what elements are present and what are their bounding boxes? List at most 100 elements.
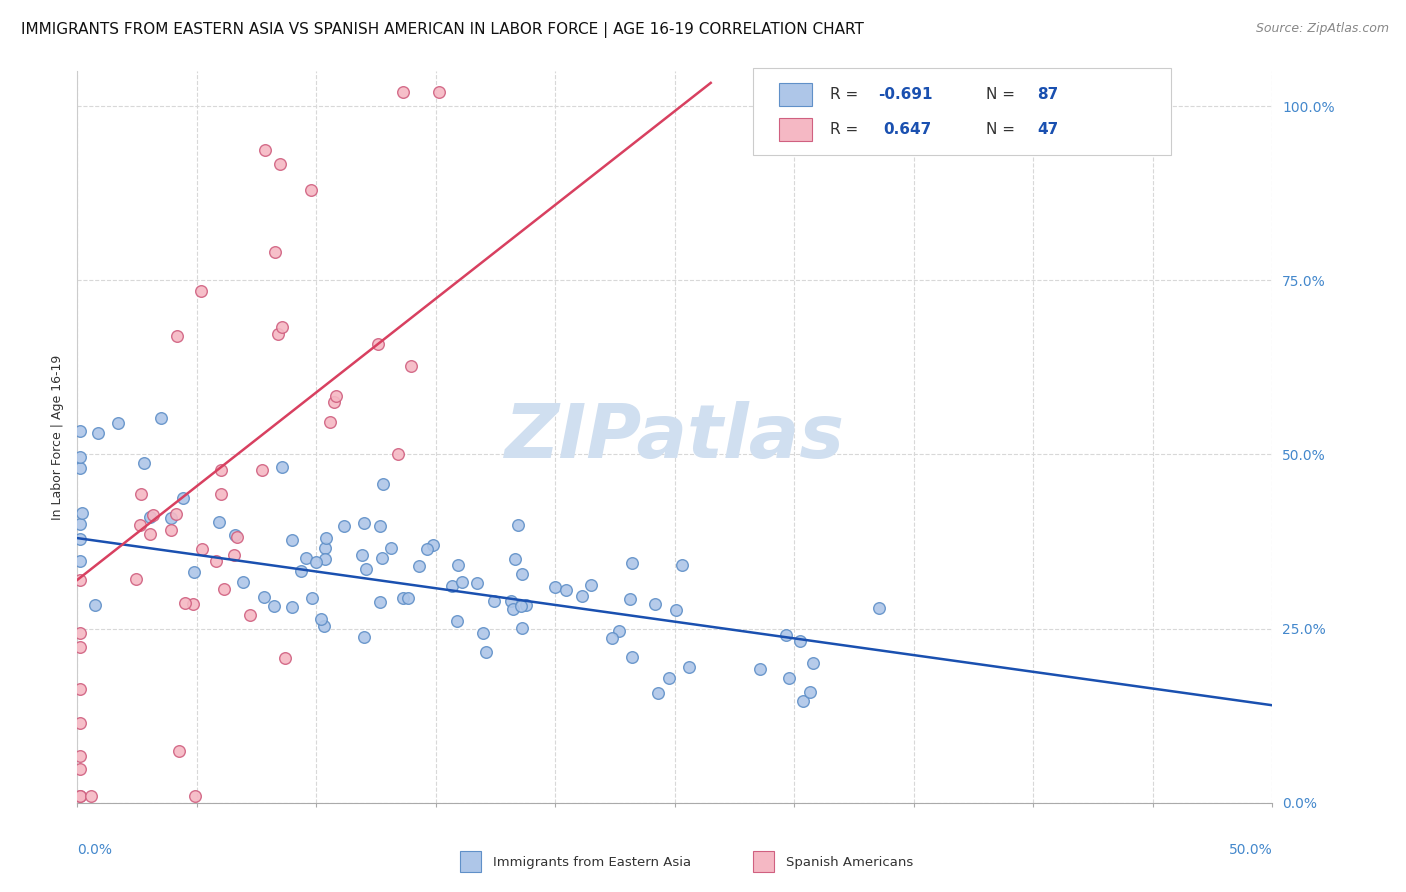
Point bbox=[510, 567, 533, 582]
Point bbox=[353, 516, 375, 531]
Point bbox=[447, 558, 470, 573]
Point bbox=[138, 526, 160, 541]
Point bbox=[399, 359, 422, 373]
Point bbox=[183, 789, 205, 803]
Point bbox=[160, 511, 183, 525]
Point bbox=[792, 693, 814, 707]
Point bbox=[621, 649, 644, 664]
Point bbox=[354, 562, 377, 576]
Point bbox=[482, 594, 505, 608]
Point bbox=[250, 463, 273, 477]
Text: N =: N = bbox=[986, 122, 1019, 137]
Point bbox=[475, 645, 498, 659]
Point bbox=[69, 461, 91, 475]
Point bbox=[208, 515, 231, 529]
Point bbox=[132, 457, 155, 471]
Point bbox=[174, 595, 197, 609]
Point bbox=[281, 533, 304, 548]
Point bbox=[502, 601, 524, 615]
Point bbox=[387, 447, 409, 461]
Point bbox=[270, 460, 292, 475]
Point bbox=[440, 579, 463, 593]
Point bbox=[315, 532, 337, 546]
Point bbox=[799, 685, 821, 699]
Point bbox=[269, 157, 291, 171]
Text: R =: R = bbox=[831, 87, 863, 102]
Point bbox=[149, 411, 172, 425]
Point bbox=[602, 631, 624, 645]
Text: Immigrants from Eastern Asia: Immigrants from Eastern Asia bbox=[494, 856, 692, 870]
Point bbox=[80, 789, 103, 803]
Point bbox=[209, 487, 232, 501]
Point bbox=[510, 599, 533, 614]
Point bbox=[159, 524, 181, 538]
Point bbox=[69, 532, 91, 546]
Point bbox=[408, 559, 430, 574]
Point bbox=[427, 85, 450, 99]
Point bbox=[299, 183, 322, 197]
Text: N =: N = bbox=[986, 87, 1019, 102]
Point bbox=[205, 554, 228, 568]
FancyBboxPatch shape bbox=[779, 119, 813, 141]
Point bbox=[499, 594, 522, 608]
Point bbox=[166, 328, 188, 343]
Point bbox=[801, 656, 824, 670]
FancyBboxPatch shape bbox=[752, 851, 775, 871]
Point bbox=[396, 591, 419, 605]
Point bbox=[139, 509, 162, 524]
Point bbox=[84, 598, 107, 612]
Point bbox=[301, 591, 323, 605]
Point bbox=[368, 519, 391, 533]
Point bbox=[165, 507, 187, 521]
Point bbox=[72, 506, 94, 520]
FancyBboxPatch shape bbox=[460, 851, 481, 871]
Point bbox=[190, 284, 212, 298]
Point bbox=[222, 548, 245, 562]
Point bbox=[391, 591, 413, 605]
Point bbox=[107, 416, 129, 430]
Point bbox=[312, 619, 335, 633]
Point bbox=[267, 326, 290, 341]
Point bbox=[503, 551, 526, 566]
Point bbox=[647, 686, 669, 700]
Point bbox=[69, 424, 91, 438]
Point bbox=[510, 621, 533, 635]
Point bbox=[69, 626, 91, 640]
Point bbox=[87, 426, 110, 441]
Y-axis label: In Labor Force | Age 16-19: In Labor Force | Age 16-19 bbox=[51, 354, 65, 520]
Text: R =: R = bbox=[831, 122, 863, 137]
FancyBboxPatch shape bbox=[779, 83, 813, 106]
Point bbox=[678, 660, 700, 674]
Point bbox=[224, 528, 246, 542]
Point bbox=[253, 590, 276, 604]
Point bbox=[264, 244, 287, 259]
Point bbox=[749, 663, 772, 677]
Point bbox=[191, 541, 214, 556]
Point bbox=[789, 634, 811, 648]
Point bbox=[69, 681, 91, 696]
Point bbox=[368, 594, 391, 608]
Point bbox=[543, 580, 565, 594]
Point bbox=[69, 554, 91, 568]
Point bbox=[319, 415, 342, 429]
Point bbox=[350, 548, 373, 562]
Point bbox=[665, 603, 688, 617]
Point bbox=[515, 598, 537, 612]
Point bbox=[579, 577, 602, 591]
Point bbox=[69, 450, 91, 464]
Point bbox=[671, 558, 693, 573]
Point bbox=[167, 743, 190, 757]
Point bbox=[125, 572, 148, 586]
Text: 87: 87 bbox=[1038, 87, 1059, 102]
Point bbox=[281, 599, 304, 614]
Point bbox=[314, 541, 336, 555]
Point bbox=[181, 598, 204, 612]
Point bbox=[367, 336, 389, 351]
Point bbox=[69, 640, 91, 654]
Point bbox=[172, 491, 194, 506]
Point bbox=[239, 607, 262, 622]
Point bbox=[214, 582, 236, 597]
Point bbox=[451, 574, 474, 589]
Point bbox=[619, 592, 641, 607]
Point bbox=[658, 671, 681, 685]
